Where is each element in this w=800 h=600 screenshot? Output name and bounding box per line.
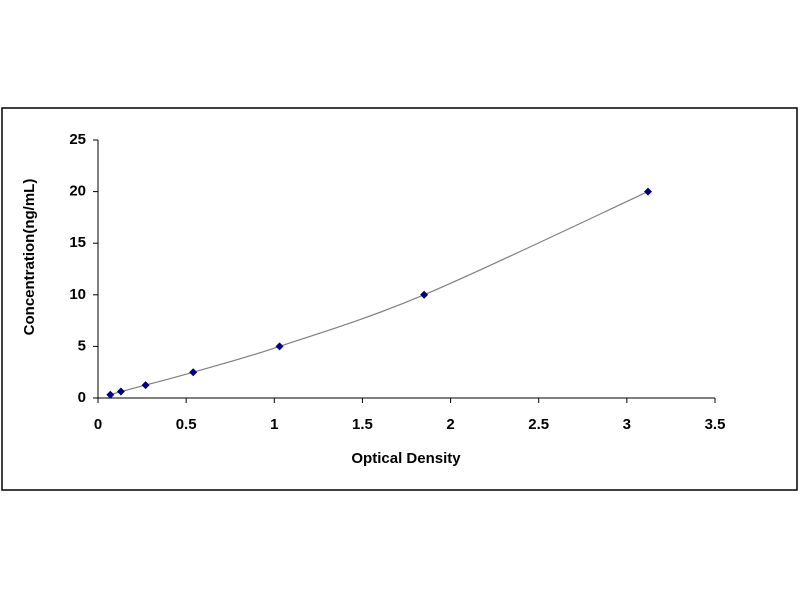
x-tick-label: 1.5 xyxy=(352,416,373,433)
x-tick-label: 2 xyxy=(446,416,454,433)
data-point xyxy=(116,387,125,396)
x-axis-label: Optical Density xyxy=(351,450,461,467)
data-point xyxy=(189,368,198,377)
x-tick-label: 0.5 xyxy=(176,416,197,433)
x-tick-label: 2.5 xyxy=(528,416,549,433)
y-tick-label: 10 xyxy=(69,286,86,303)
y-tick-label: 0 xyxy=(78,389,86,406)
fit-curve xyxy=(110,191,649,396)
y-tick-label: 20 xyxy=(69,183,86,200)
y-tick-label: 25 xyxy=(69,131,86,148)
data-point xyxy=(141,381,150,390)
data-point xyxy=(420,290,429,299)
data-point xyxy=(644,187,653,196)
chart-frame xyxy=(1,107,798,491)
data-point xyxy=(106,390,115,399)
x-tick-label: 3 xyxy=(623,416,631,433)
x-tick-label: 0 xyxy=(94,416,102,433)
x-tick-label: 1 xyxy=(270,416,278,433)
y-tick-label: 5 xyxy=(78,337,86,354)
x-tick-label: 3.5 xyxy=(705,416,726,433)
data-point xyxy=(275,342,284,351)
y-axis-label: Concentration(ng/mL) xyxy=(21,179,38,336)
y-tick-label: 15 xyxy=(69,234,86,251)
